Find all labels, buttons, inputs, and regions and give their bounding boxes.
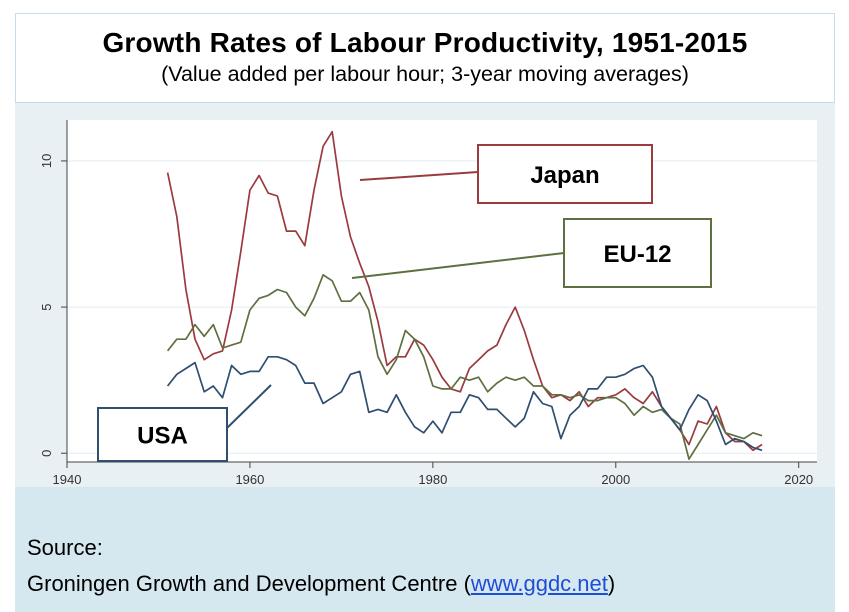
annotation-box-eu-12 <box>563 218 712 288</box>
y-tick-label: 5 <box>39 303 54 310</box>
x-tick-label: 1980 <box>418 472 447 487</box>
x-tick-label: 1940 <box>53 472 82 487</box>
x-tick-label: 2000 <box>601 472 630 487</box>
title-box: Growth Rates of Labour Productivity, 195… <box>15 13 835 103</box>
source-line: Groningen Growth and Development Centre … <box>27 571 615 597</box>
annotation-pointer-japan <box>359 171 479 181</box>
source-text: Groningen Growth and Development Centre … <box>27 571 471 596</box>
annotation-box-usa <box>97 407 228 462</box>
x-tick-label: 1960 <box>235 472 264 487</box>
annotation-pointer-eu-12 <box>351 252 565 279</box>
y-tick-label: 10 <box>39 154 54 168</box>
footer: Source: Groningen Growth and Development… <box>15 487 835 612</box>
annotation-label-eu-12: EU-12 <box>603 241 671 268</box>
x-tick-label: 2020 <box>784 472 813 487</box>
chart-area: 0 5 10 1940 1960 1980 2000 2020 Japan EU-12 USA <box>15 103 835 487</box>
line-chart: 0 5 10 1940 1960 1980 2000 2020 Japan EU-12 USA <box>39 120 817 487</box>
chart-title: Growth Rates of Labour Productivity, 195… <box>102 27 748 58</box>
source-close: ) <box>607 571 616 596</box>
annotation-label-usa: USA <box>137 423 188 450</box>
source-label: Source: <box>27 535 103 560</box>
y-tick-label: 0 <box>39 450 54 457</box>
annotation-pointer-usa <box>226 384 272 429</box>
series-line-usa <box>166 355 763 452</box>
annotation-label-japan: Japan <box>530 162 599 189</box>
series-line-eu-12 <box>166 274 763 460</box>
source-link[interactable]: www.ggdc.net <box>470 571 608 596</box>
chart-subtitle: (Value added per labour hour; 3-year mov… <box>161 62 689 86</box>
annotation-box-japan <box>477 144 653 204</box>
